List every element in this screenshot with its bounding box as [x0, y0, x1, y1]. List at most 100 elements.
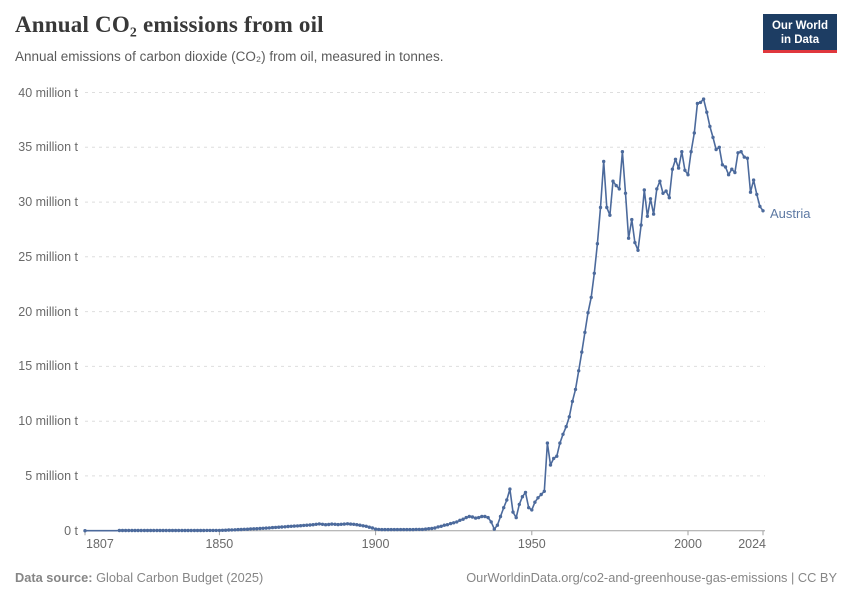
data-point — [561, 432, 565, 436]
data-point — [183, 528, 187, 533]
data-point — [670, 167, 675, 171]
owid-logo[interactable]: Our World in Data — [762, 14, 837, 53]
data-point — [361, 524, 365, 528]
data-point — [730, 167, 734, 171]
data-point — [195, 528, 200, 533]
data-point — [614, 183, 618, 188]
data-point — [555, 454, 559, 458]
data-point — [570, 399, 575, 404]
data-point — [117, 528, 122, 533]
data-point — [636, 248, 640, 252]
data-point — [230, 528, 234, 532]
data-source-value: Global Carbon Budget (2025) — [92, 570, 264, 585]
data-point — [427, 527, 431, 531]
data-point — [630, 217, 634, 222]
data-point — [686, 173, 690, 177]
data-point — [592, 271, 596, 275]
data-point — [289, 524, 293, 528]
data-line-austria — [84, 98, 764, 532]
data-point — [161, 528, 165, 533]
y-tick-label: 10 million t — [18, 414, 78, 429]
data-point — [252, 527, 256, 531]
data-point — [483, 514, 487, 519]
data-point — [552, 456, 556, 461]
data-point — [233, 528, 237, 532]
data-source-label: Data source: — [15, 570, 93, 585]
series-label-austria: Austria — [770, 206, 811, 221]
data-point — [148, 528, 153, 533]
data-point — [323, 523, 328, 527]
data-point — [430, 526, 434, 531]
data-point — [123, 528, 128, 533]
x-tick-label: 2000 — [674, 537, 702, 551]
data-point — [711, 135, 715, 140]
data-point — [277, 525, 281, 529]
data-point — [342, 522, 346, 526]
data-point — [720, 163, 725, 167]
data-point — [167, 528, 172, 533]
data-point — [286, 524, 290, 529]
data-point — [155, 528, 159, 533]
data-point — [177, 528, 181, 533]
data-point — [605, 205, 609, 210]
data-point — [145, 528, 150, 533]
data-point — [608, 213, 612, 217]
data-point — [520, 495, 525, 499]
data-point — [317, 522, 321, 526]
data-point — [514, 515, 518, 520]
data-point — [142, 528, 147, 533]
footer-citation-link[interactable]: OurWorldinData.org/co2-and-greenhouse-ga… — [466, 570, 837, 585]
data-point — [127, 528, 131, 533]
data-point — [533, 500, 537, 504]
data-point — [386, 527, 390, 532]
data-point — [255, 527, 259, 531]
data-point — [489, 520, 493, 524]
data-point — [586, 311, 590, 315]
data-point — [502, 506, 506, 510]
data-point — [364, 524, 368, 528]
data-point — [192, 528, 197, 533]
data-point — [567, 415, 571, 419]
data-point — [380, 527, 384, 532]
data-point — [305, 523, 309, 527]
data-point — [208, 528, 212, 533]
data-point — [648, 197, 653, 201]
data-point — [589, 295, 593, 300]
data-point — [633, 240, 637, 245]
data-point — [455, 520, 459, 524]
data-point — [664, 189, 668, 193]
data-point — [411, 527, 415, 532]
data-point — [139, 528, 143, 533]
data-point — [242, 527, 246, 531]
data-point — [158, 528, 162, 533]
data-point — [755, 192, 759, 197]
data-point — [658, 179, 662, 183]
data-point — [642, 188, 646, 192]
data-point — [517, 502, 521, 507]
data-point — [133, 528, 137, 533]
data-point — [402, 527, 406, 532]
data-point — [330, 522, 334, 526]
data-point — [726, 173, 731, 177]
data-point — [492, 527, 496, 531]
x-tick-label: 1850 — [205, 537, 234, 551]
data-point — [445, 523, 450, 527]
data-point — [611, 179, 615, 183]
data-point — [314, 522, 318, 526]
data-point — [292, 524, 296, 528]
data-point — [761, 209, 765, 213]
data-point — [298, 524, 303, 528]
data-point — [745, 156, 750, 160]
data-point — [595, 242, 600, 246]
data-point — [414, 527, 418, 532]
data-point — [676, 166, 681, 170]
data-point — [689, 150, 693, 154]
data-point — [717, 145, 721, 149]
data-point — [348, 522, 353, 526]
data-point — [417, 527, 421, 532]
data-point — [245, 527, 250, 531]
data-point — [498, 514, 503, 519]
data-point — [339, 522, 343, 526]
data-point — [683, 168, 687, 172]
